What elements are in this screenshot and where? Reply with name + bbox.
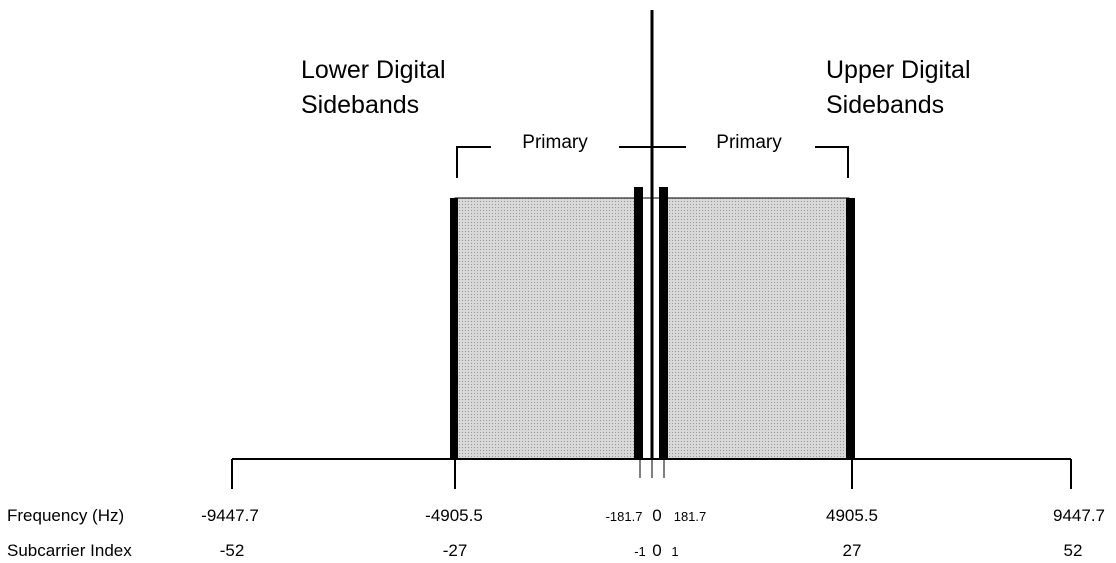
tick-freq-label: -4905.5 <box>425 506 483 525</box>
primary-bracket-left <box>456 146 652 178</box>
tick-index-label: 52 <box>1064 541 1083 560</box>
upper-sidebands-title-line1: Upper Digital <box>826 56 971 84</box>
tick-index-label: -52 <box>220 541 245 560</box>
lower-primary-sideband <box>450 187 643 460</box>
primary-label-right: Primary <box>716 132 782 153</box>
tick-freq-label: -181.7 <box>606 509 643 524</box>
tick-index-label: -27 <box>443 541 468 560</box>
tick-freq-label: 9447.7 <box>1053 506 1105 525</box>
upper-sidebands-title-line2: Sidebands <box>826 91 944 119</box>
tick-index-label: 1 <box>671 544 678 559</box>
frequency-row-label: Frequency (Hz) <box>7 506 124 525</box>
tick-freq-label: 181.7 <box>674 509 707 524</box>
frequency-axis <box>231 458 1072 489</box>
tick-freq-label: 4905.5 <box>826 506 878 525</box>
tick-index-label: -1 <box>634 544 646 559</box>
lower-sidebands-title-line2: Sidebands <box>301 91 419 119</box>
tick-freq-label: 0 <box>652 506 661 525</box>
subcarrier-row-label: Subcarrier Index <box>7 541 132 560</box>
primary-label-left: Primary <box>522 132 588 153</box>
upper-primary-sideband <box>659 187 855 460</box>
primary-bracket-right <box>652 146 849 178</box>
tick-index-label: 27 <box>843 541 862 560</box>
lower-sidebands-title-line1: Lower Digital <box>301 56 446 84</box>
tick-freq-label: -9447.7 <box>201 506 259 525</box>
tick-index-label: 0 <box>652 541 661 560</box>
